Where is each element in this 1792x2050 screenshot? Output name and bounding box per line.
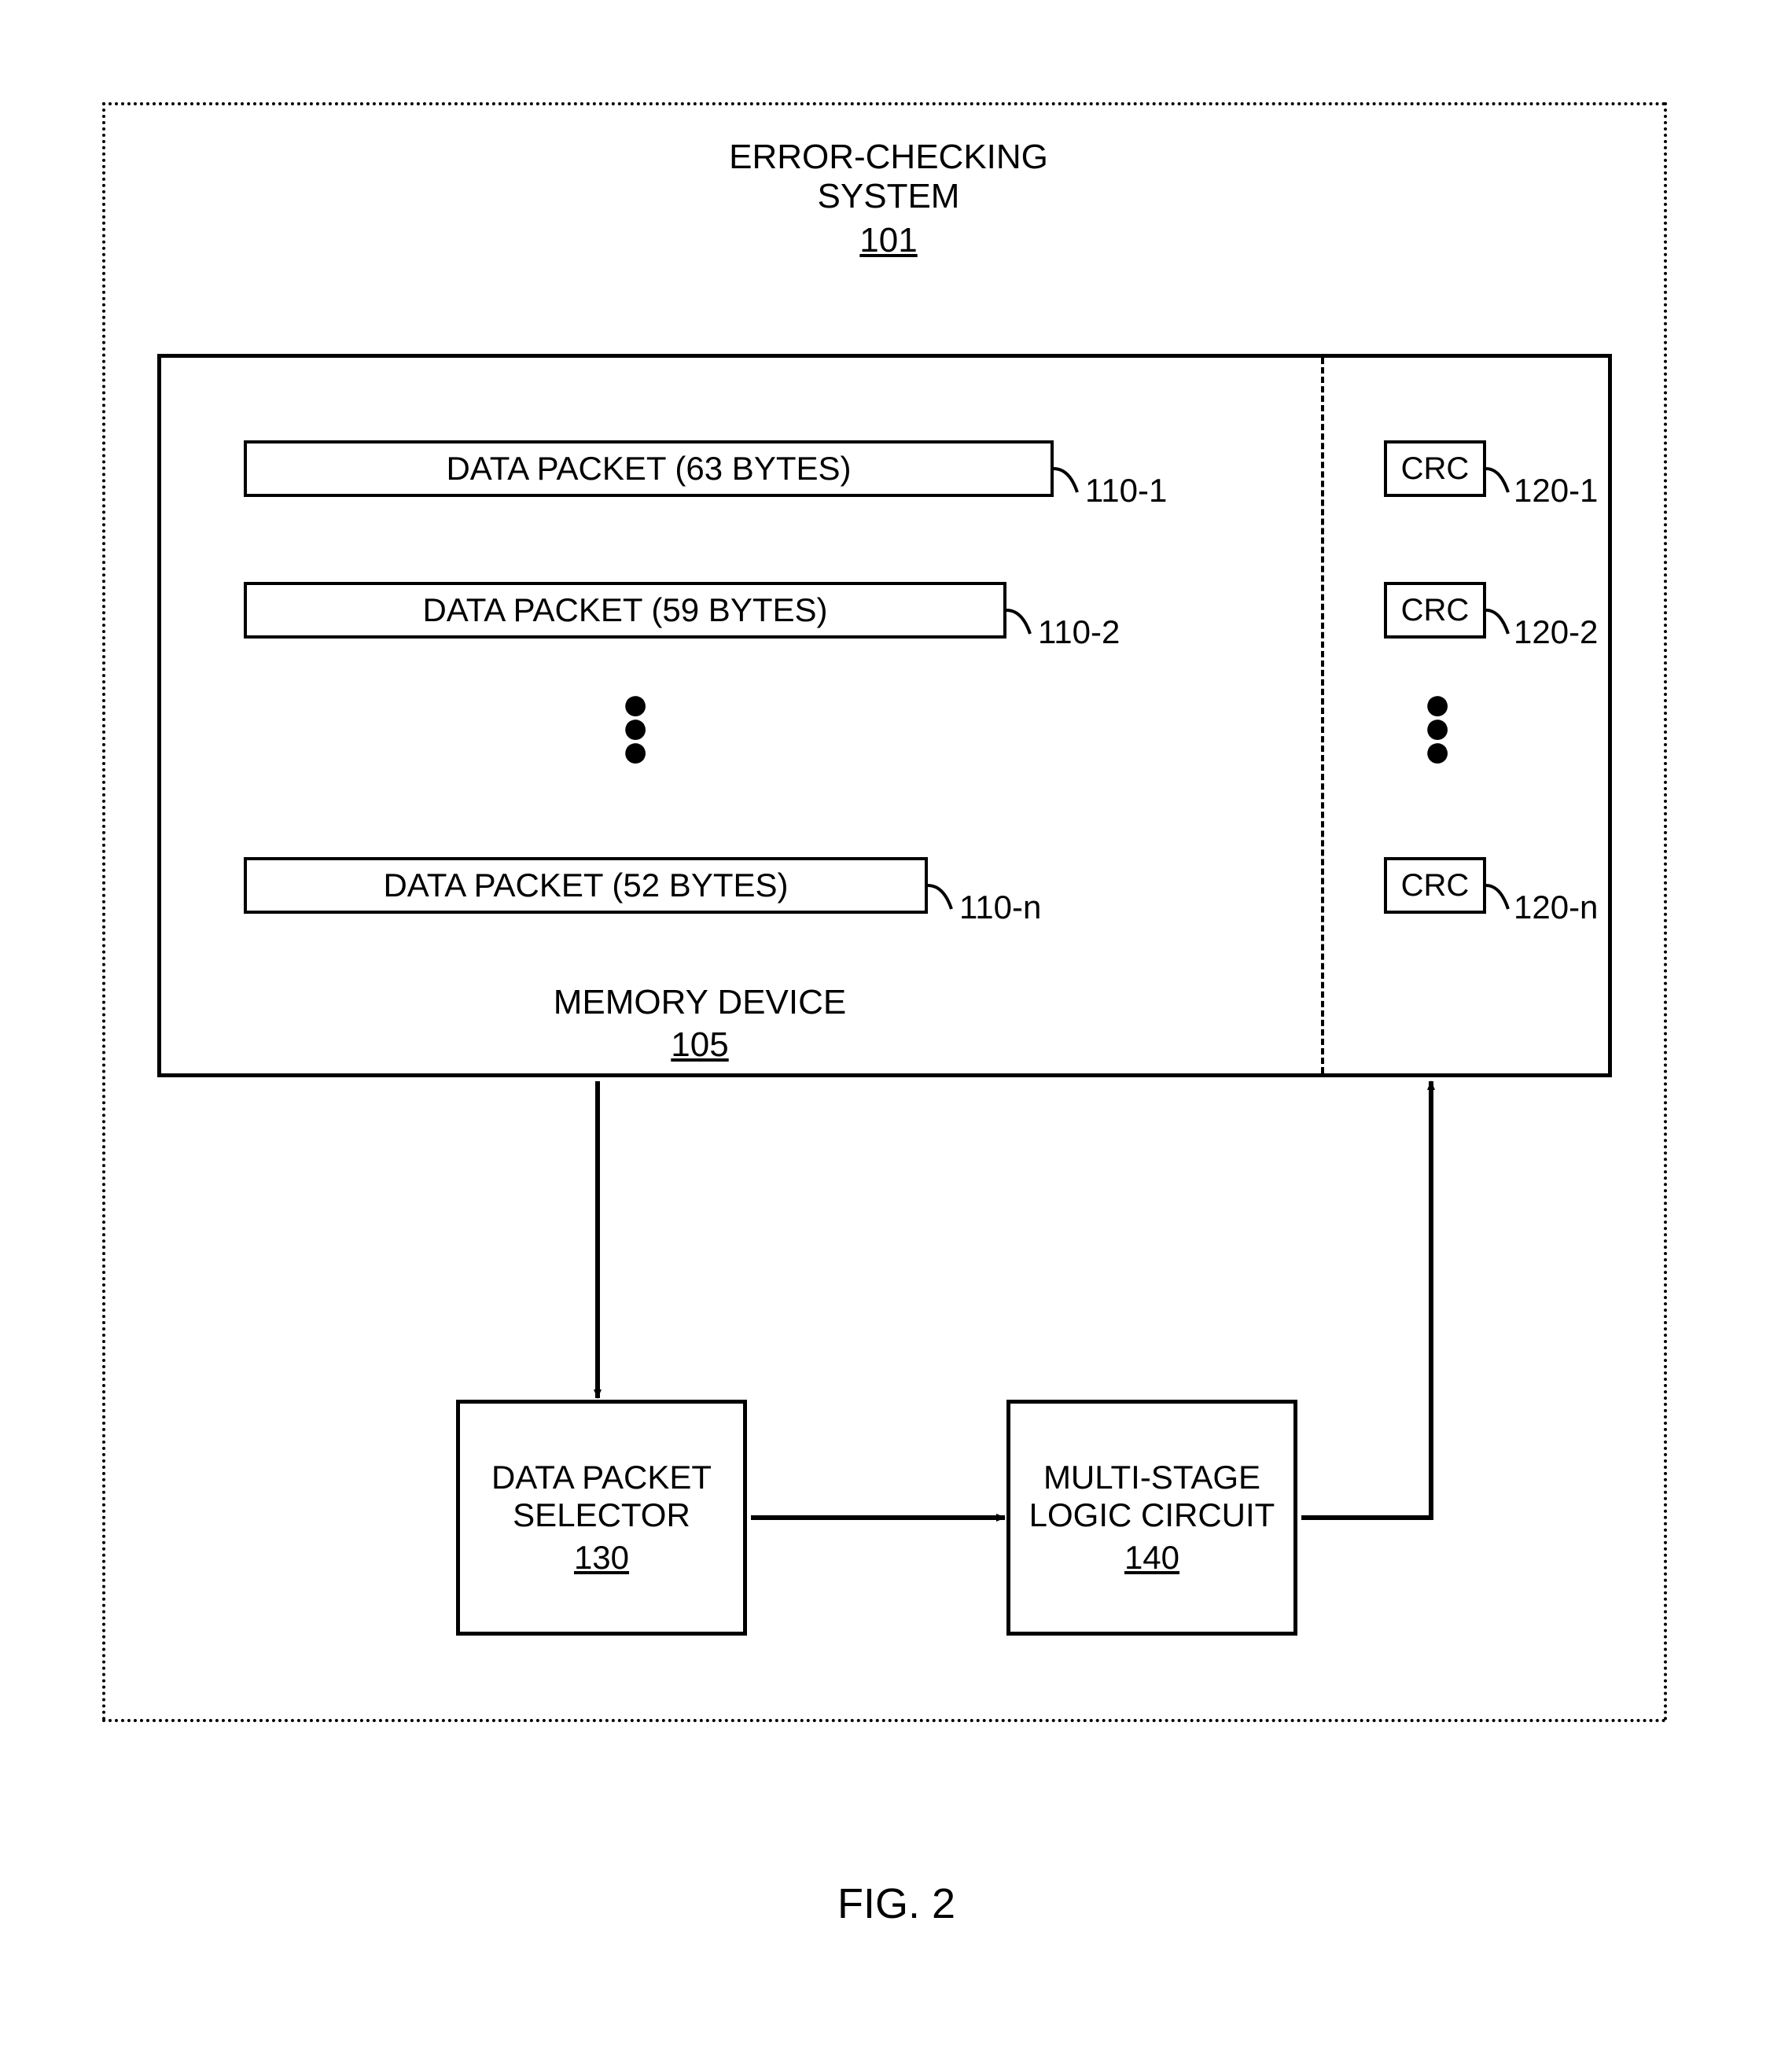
memory-device-name: MEMORY DEVICE <box>503 983 896 1022</box>
crc-1: CRC <box>1384 440 1486 497</box>
ref-110-1: 110-1 <box>1085 472 1167 510</box>
ref-120-n: 120-n <box>1514 889 1598 926</box>
crc-ellipsis: ●●● <box>1423 692 1452 763</box>
figure-caption: FIG. 2 <box>778 1879 1014 1928</box>
memory-device-ref: 105 <box>503 1025 896 1065</box>
packets-ellipsis: ●●● <box>621 692 649 763</box>
data-packet-n-label: DATA PACKET (52 BYTES) <box>383 867 788 904</box>
memory-device-label: MEMORY DEVICE 105 <box>503 983 896 1065</box>
logic-line2: LOGIC CIRCUIT <box>1029 1496 1275 1534</box>
system-ref: 101 <box>653 221 1124 260</box>
selector-line2: SELECTOR <box>513 1496 690 1534</box>
crc-n: CRC <box>1384 857 1486 914</box>
crc-2-label: CRC <box>1401 593 1470 628</box>
logic-line1: MULTI-STAGE <box>1043 1459 1260 1496</box>
system-title: ERROR-CHECKING SYSTEM 101 <box>653 138 1124 260</box>
data-packet-2: DATA PACKET (59 BYTES) <box>244 582 1006 639</box>
crc-2: CRC <box>1384 582 1486 639</box>
diagram-canvas: ERROR-CHECKING SYSTEM 101 DATA PACKET (6… <box>0 0 1792 2050</box>
logic-ref: 140 <box>1124 1539 1179 1577</box>
multi-stage-logic-box: MULTI-STAGE LOGIC CIRCUIT 140 <box>1006 1400 1297 1636</box>
selector-ref: 130 <box>574 1539 629 1577</box>
system-title-line1: ERROR-CHECKING <box>653 138 1124 177</box>
crc-1-label: CRC <box>1401 451 1470 487</box>
ref-110-n: 110-n <box>959 889 1041 926</box>
data-packet-n: DATA PACKET (52 BYTES) <box>244 857 928 914</box>
crc-n-label: CRC <box>1401 868 1470 904</box>
selector-line1: DATA PACKET <box>491 1459 712 1496</box>
data-packet-selector-box: DATA PACKET SELECTOR 130 <box>456 1400 747 1636</box>
ref-120-2: 120-2 <box>1514 613 1598 651</box>
memory-divider <box>1321 358 1324 1073</box>
system-title-line2: SYSTEM <box>653 177 1124 216</box>
data-packet-2-label: DATA PACKET (59 BYTES) <box>422 591 827 629</box>
data-packet-1: DATA PACKET (63 BYTES) <box>244 440 1054 497</box>
ref-110-2: 110-2 <box>1038 613 1120 651</box>
data-packet-1-label: DATA PACKET (63 BYTES) <box>446 450 851 488</box>
ref-120-1: 120-1 <box>1514 472 1598 510</box>
